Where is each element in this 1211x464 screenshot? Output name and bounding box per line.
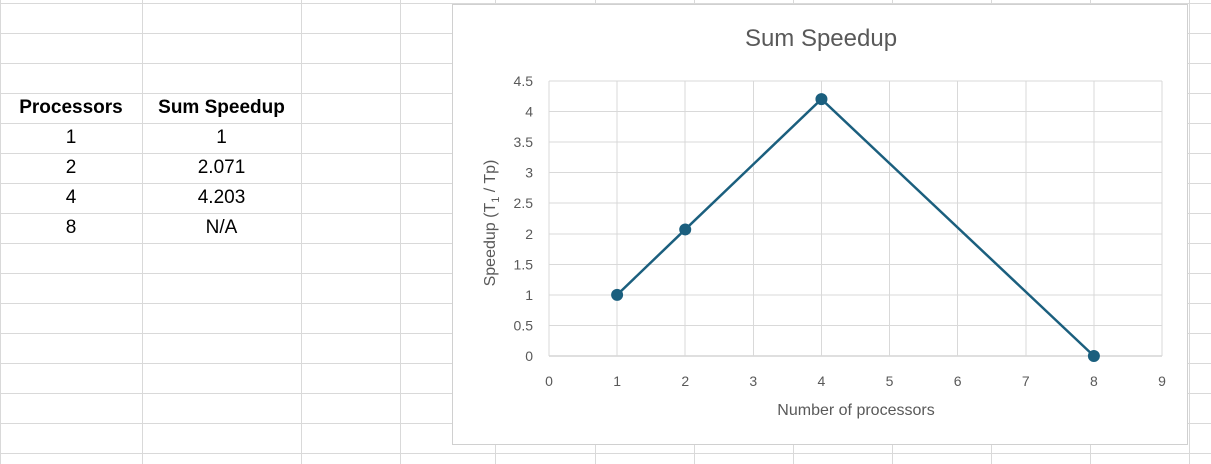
chart-container[interactable]: 0 1 2 3 4 5 6 7 8 9 0 0.5 1 1.5 2 2.5 3 3.5 4 4.5 Sum Spee… (452, 4, 1188, 445)
y-axis-title-suffix: / Tp) (482, 160, 499, 197)
x-tick-label: 2 (681, 373, 689, 389)
chart-gridlines (548, 80, 1163, 357)
x-tick-label: 0 (545, 373, 553, 389)
x-tick-label: 9 (1158, 373, 1166, 389)
cell-speedup-1[interactable]: 1 (216, 127, 227, 148)
header-processors[interactable]: Processors (19, 97, 123, 118)
y-axis-title[interactable]: Speedup (T1 / Tp) (482, 160, 502, 287)
x-tick-labels: 0 1 2 3 4 5 6 7 8 9 (545, 373, 1166, 389)
cell-processors-4[interactable]: 8 (65, 217, 77, 238)
data-point[interactable] (679, 223, 692, 236)
y-axis-title-subscript: 1 (490, 197, 502, 203)
x-tick-label: 1 (613, 373, 621, 389)
y-tick-label: 0 (525, 348, 533, 364)
y-tick-label: 4 (525, 104, 533, 120)
y-tick-label: 3.5 (514, 134, 534, 150)
speedup-series[interactable] (611, 93, 1100, 362)
series-line[interactable] (616, 97, 1095, 357)
cell-processors-1[interactable]: 1 (65, 127, 77, 148)
y-tick-label: 1.5 (514, 256, 534, 272)
x-tick-label: 8 (1090, 373, 1098, 389)
data-point[interactable] (815, 93, 828, 106)
header-sum-speedup[interactable]: Sum Speedup (158, 97, 285, 118)
chart-title[interactable]: Sum Speedup (745, 25, 897, 52)
x-tick-label: 3 (749, 373, 757, 389)
y-tick-label: 3 (525, 165, 533, 181)
y-axis-title-prefix: Speedup (T (482, 203, 499, 287)
y-tick-label: 1 (525, 287, 533, 303)
x-axis-title[interactable]: Number of processors (777, 402, 934, 419)
y-tick-labels: 0 0.5 1 1.5 2 2.5 3 3.5 4 4.5 (514, 73, 534, 364)
cell-speedup-4[interactable]: N/A (205, 217, 238, 238)
y-tick-label: 0.5 (514, 317, 534, 333)
cell-processors-3[interactable]: 4 (65, 187, 77, 208)
data-point[interactable] (1087, 350, 1100, 362)
x-tick-label: 7 (1022, 373, 1030, 389)
data-point[interactable] (611, 288, 624, 301)
y-tick-label: 2.5 (514, 195, 534, 211)
speedup-chart: 0 1 2 3 4 5 6 7 8 9 0 0.5 1 1.5 2 2.5 3 3.5 4 4.5 Sum Spee… (482, 25, 1166, 419)
x-tick-label: 5 (886, 373, 894, 389)
x-tick-label: 4 (818, 373, 826, 389)
y-tick-label: 2 (525, 226, 533, 242)
cell-processors-2[interactable]: 2 (65, 157, 77, 178)
cell-speedup-2[interactable]: 2.071 (197, 157, 246, 178)
x-tick-label: 6 (954, 373, 962, 389)
cell-speedup-3[interactable]: 4.203 (197, 187, 246, 208)
y-tick-label: 4.5 (514, 73, 534, 89)
